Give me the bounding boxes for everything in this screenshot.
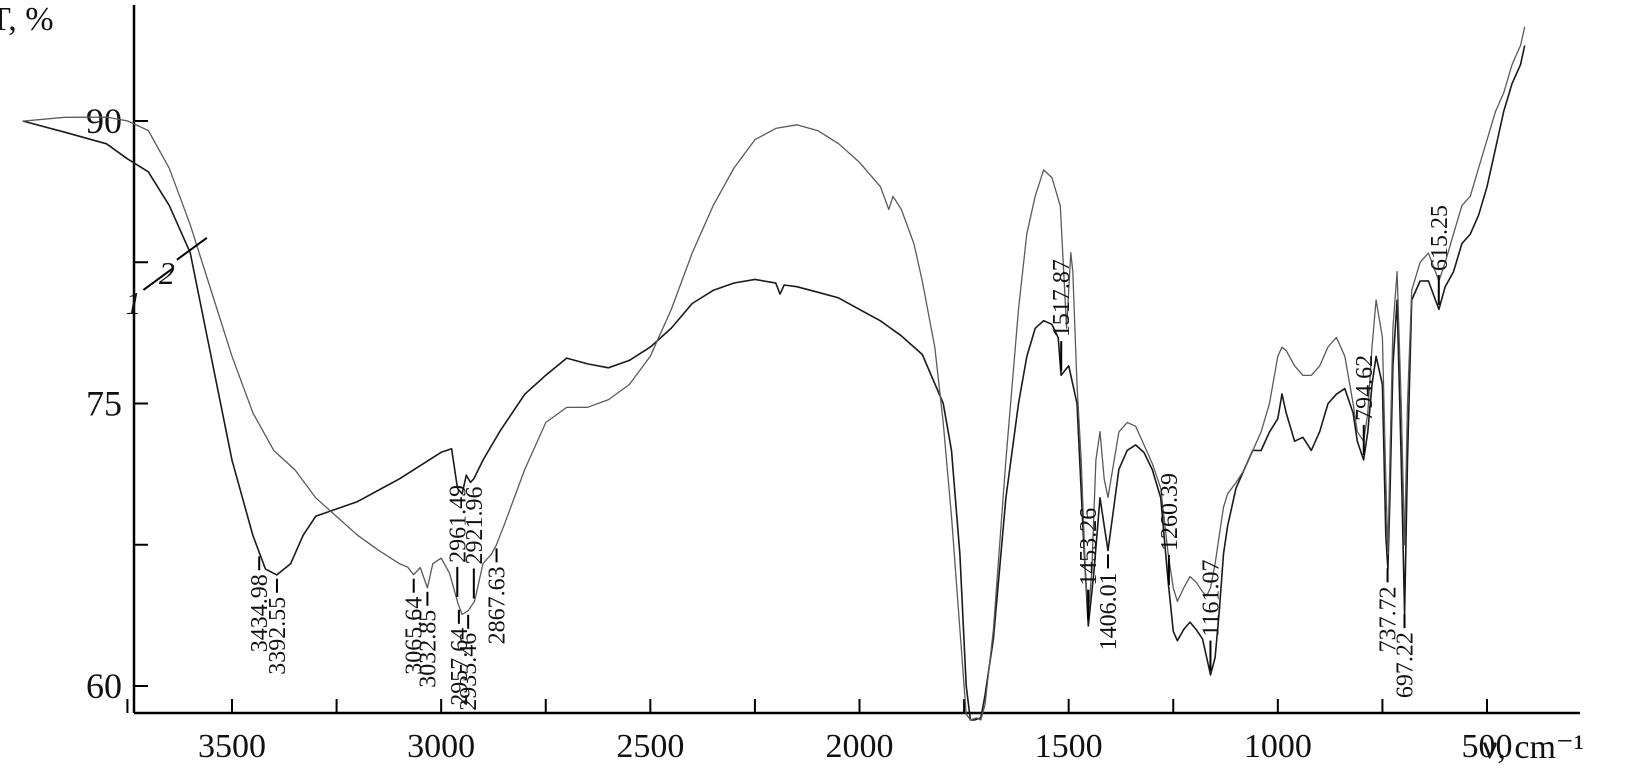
- curve-label-layer: 12: [125, 236, 208, 321]
- peak-annotation: 697.22: [1392, 614, 1418, 698]
- peak-annotation: 794.62: [1352, 355, 1378, 455]
- peak-annotation: 1406.01: [1096, 554, 1122, 650]
- series-1-line: [22, 45, 1526, 721]
- peak-annotation: 615.25: [1427, 205, 1453, 306]
- curve-label-2: 2: [159, 255, 175, 291]
- x-tick-label: 2000: [826, 728, 894, 765]
- peak-annotation: 3065.64: [402, 578, 428, 675]
- peak-label: 3065.64: [402, 597, 428, 675]
- peak-label: 697.22: [1392, 632, 1418, 698]
- x-tick-label: 1000: [1244, 728, 1312, 765]
- y-tick-label: 90: [86, 101, 122, 141]
- x-tick-label: 3500: [198, 728, 266, 765]
- curve-label-leader: [142, 267, 175, 291]
- peak-annotation: 2921.96: [462, 486, 488, 599]
- peak-annotation: 3434.98: [247, 556, 273, 652]
- peak-label: 1453.26: [1076, 508, 1102, 586]
- x-tick-label: 2500: [616, 728, 684, 765]
- peak-label: 2957.64: [447, 628, 473, 706]
- peak-label: 1406.01: [1096, 572, 1122, 650]
- y-tick-label: 60: [86, 666, 122, 706]
- peak-annotation: 3392.55: [265, 578, 291, 675]
- peak-annotation: 737.72: [1376, 568, 1402, 652]
- peak-label: 3434.98: [247, 574, 273, 652]
- series-2-line: [22, 26, 1526, 721]
- peak-label: 1161.07: [1198, 559, 1224, 636]
- curve-label-leader: [176, 236, 208, 261]
- peak-label: 2867.63: [485, 566, 511, 644]
- peak-label: 2921.96: [462, 486, 488, 564]
- x-tick-label: 500: [1462, 728, 1513, 765]
- peak-annotation: 1517.87: [1049, 259, 1075, 372]
- curve-label-1: 1: [125, 285, 141, 321]
- peak-label: 2961.49: [445, 485, 471, 563]
- peak-annotation: 2867.63: [485, 548, 511, 644]
- x-tick-label: 3000: [407, 728, 475, 765]
- peak-label: 3392.55: [265, 597, 291, 675]
- y-axis-title: T, %: [0, 1, 54, 38]
- peak-label: 1260.39: [1157, 473, 1183, 551]
- x-axis-title: ν, cm⁻¹: [1482, 729, 1584, 766]
- peak-annotation: 1161.07: [1198, 559, 1224, 671]
- peak-annotation: 2957.64: [447, 609, 473, 706]
- peak-annotation: 1260.39: [1157, 473, 1183, 585]
- plot-area: 60 75 90 3500 3000 2500 2000 1500 1000 500 3434.…: [22, 5, 1580, 765]
- peak-label: 3032.85: [415, 610, 441, 688]
- peak-annotation: 2961.49: [445, 485, 471, 597]
- peak-label: 1517.87: [1049, 259, 1075, 337]
- y-ticks: 60 75 90: [86, 101, 148, 706]
- x-tick-label: 1500: [1035, 728, 1103, 765]
- peak-label: 794.62: [1352, 355, 1378, 421]
- peak-annotation: 1453.26: [1076, 508, 1102, 620]
- peak-annotation: 2935.46: [456, 614, 482, 711]
- series-layer: [22, 26, 1526, 721]
- x-ticks: 3500 3000 2500 2000 1500 1000 500: [126, 699, 1513, 765]
- peak-annotation: 3032.85: [415, 591, 441, 688]
- peak-label: 615.25: [1427, 205, 1453, 271]
- peak-label: 737.72: [1376, 586, 1402, 652]
- peak-label: 2935.46: [456, 633, 482, 711]
- y-tick-label: 75: [86, 384, 122, 424]
